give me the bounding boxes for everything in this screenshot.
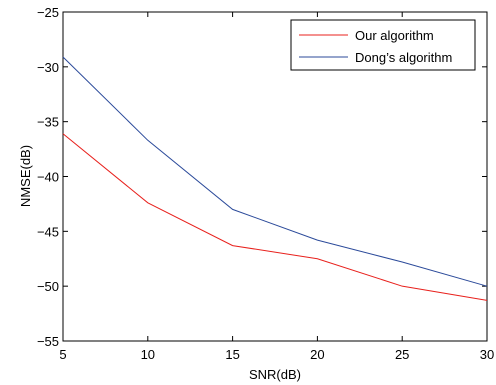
y-tick-label: −25 [37,5,59,20]
y-tick-label: −50 [37,279,59,294]
y-tick-label: −35 [37,115,59,130]
series-line-dongs-algorithm [62,56,488,287]
y-tick-label: −45 [37,224,59,239]
y-tick-label: −40 [37,170,59,185]
x-tick-label: 15 [225,347,239,362]
x-tick-label: 25 [395,347,409,362]
y-tick-labels: −55 −50 −45 −40 −35 −30 −25 [37,5,59,349]
series-line-our-algorithm [62,133,488,301]
legend-box [290,19,476,71]
legend: Our algorithm Dong’s algorithm [290,19,476,71]
x-axis-label: SNR(dB) [249,367,301,382]
legend-label-our-algorithm: Our algorithm [355,28,434,43]
axis-ticks [62,11,488,342]
y-tick-label: −30 [37,60,59,75]
x-tick-label: 10 [141,347,155,362]
y-tick-label: −55 [37,334,59,349]
x-tick-label: 30 [480,347,494,362]
y-axis-label: NMSE(dB) [18,145,33,207]
x-tick-label: 20 [310,347,324,362]
series-layer [62,56,488,301]
x-tick-label: 5 [59,347,66,362]
legend-label-dongs-algorithm: Dong’s algorithm [355,50,452,65]
x-tick-labels: 5 10 15 20 25 30 [59,347,494,362]
